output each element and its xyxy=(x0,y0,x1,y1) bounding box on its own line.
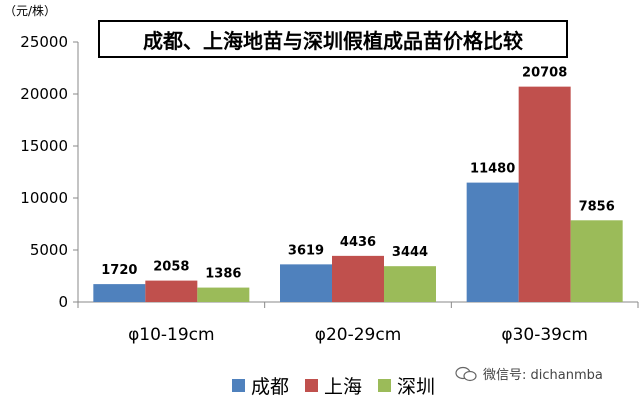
x-tick-label: φ20-29cm xyxy=(315,325,402,345)
legend-label-shanghai: 上海 xyxy=(324,376,363,398)
y-tick-label: 5000 xyxy=(30,241,68,259)
legend-swatch-shenzhen xyxy=(378,379,392,392)
legend-item-shenzhen: 深圳 xyxy=(378,372,435,399)
y-tick-label: 10000 xyxy=(20,189,68,207)
legend-item-shanghai: 上海 xyxy=(305,372,362,399)
bar-chengdu xyxy=(280,264,332,302)
bar-shanghai xyxy=(145,280,198,302)
wechat-icon xyxy=(455,366,477,381)
legend-swatch-chengdu xyxy=(232,379,245,392)
data-label: 3619 xyxy=(288,243,324,258)
data-label: 7856 xyxy=(579,199,615,214)
bar-shenzhen xyxy=(570,220,623,302)
data-label: 3444 xyxy=(392,245,428,260)
data-label: 1386 xyxy=(205,267,241,282)
bar-chengdu xyxy=(466,182,519,302)
y-tick-label: 25000 xyxy=(20,33,68,51)
chart-title: 成都、上海地苗与深圳假植成品苗价格比较 xyxy=(98,20,568,58)
y-tick-label: 15000 xyxy=(20,137,68,155)
bar-shenzhen xyxy=(197,287,250,302)
data-label: 2058 xyxy=(153,260,189,275)
legend-label-chengdu: 成都 xyxy=(251,376,290,398)
y-axis-unit-label: （元/株） xyxy=(4,4,57,18)
chart-legend: 成都 上海 深圳 xyxy=(232,372,451,399)
bar-shanghai xyxy=(518,86,571,302)
data-label: 11480 xyxy=(470,162,515,177)
watermark-text: 微信号: dichanmba xyxy=(483,368,603,383)
bar-shenzhen xyxy=(384,266,436,302)
data-label: 1720 xyxy=(101,263,137,278)
legend-label-shenzhen: 深圳 xyxy=(397,376,436,398)
x-tick-label: φ10-19cm xyxy=(128,325,215,345)
bar-shanghai xyxy=(332,255,384,302)
y-tick-label: 0 xyxy=(58,293,68,311)
legend-swatch-shanghai xyxy=(305,379,319,392)
watermark: 微信号: dichanmba xyxy=(455,364,603,383)
y-tick-label: 20000 xyxy=(20,85,68,103)
legend-item-chengdu: 成都 xyxy=(232,372,289,399)
x-tick-label: φ30-39cm xyxy=(501,325,588,345)
data-label: 20708 xyxy=(522,66,567,81)
bar-chengdu xyxy=(93,284,146,302)
data-label: 4436 xyxy=(340,235,376,250)
